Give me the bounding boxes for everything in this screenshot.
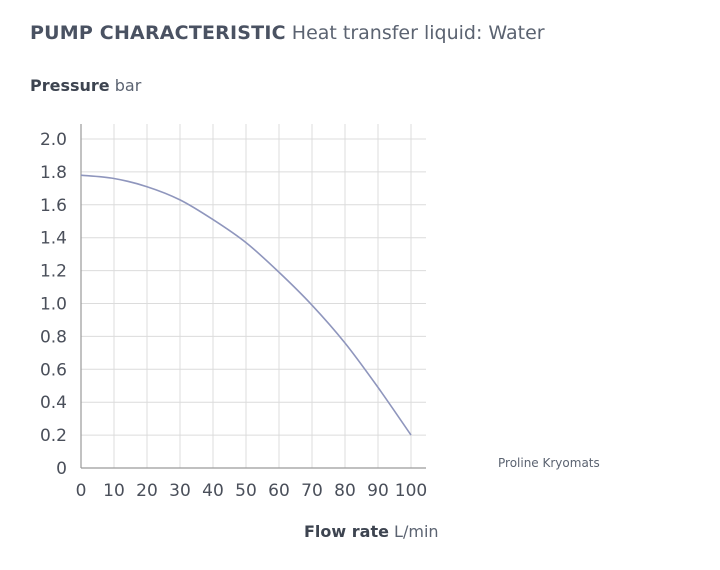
x-tick-label: 30 xyxy=(169,481,191,501)
y-tick-label: 1.8 xyxy=(40,163,67,183)
chart-title: PUMP CHARACTERISTIC xyxy=(30,22,286,44)
x-tick-label: 40 xyxy=(202,481,224,501)
y-axis-label-unit: bar xyxy=(114,76,142,95)
y-tick-label: 2.0 xyxy=(40,130,67,150)
series-layer xyxy=(80,174,412,436)
grid-layer xyxy=(81,124,426,468)
chart-subtitle: Heat transfer liquid: Water xyxy=(291,22,545,44)
x-tick-label: 70 xyxy=(301,481,323,501)
x-tick-label: 90 xyxy=(367,481,389,501)
x-tick-label: 0 xyxy=(76,481,87,501)
y-tick-label: 0 xyxy=(56,459,67,479)
product-label: Proline Kryomats xyxy=(498,456,600,470)
pump-curve-line xyxy=(80,174,412,436)
y-tick-label: 0.8 xyxy=(40,327,67,347)
y-tick-label: 0.6 xyxy=(40,360,67,380)
y-tick-label: 1.2 xyxy=(40,262,67,282)
x-tick-label: 80 xyxy=(334,481,356,501)
x-tick-label: 60 xyxy=(268,481,290,501)
chart-title-row: PUMP CHARACTERISTIC Heat transfer liquid… xyxy=(30,22,545,44)
x-tick-label: 10 xyxy=(103,481,125,501)
x-tick-label: 100 xyxy=(395,481,427,501)
x-axis-label-unit: L/min xyxy=(394,522,439,541)
x-tick-label: 20 xyxy=(136,481,158,501)
axis-layer xyxy=(80,124,426,469)
y-tick-label: 1.6 xyxy=(40,196,67,216)
x-tick-label: 50 xyxy=(235,481,257,501)
y-tick-label: 0.4 xyxy=(40,393,67,413)
y-tick-label: 1.4 xyxy=(40,229,67,249)
y-tick-label: 0.2 xyxy=(40,426,67,446)
x-axis-label: Flow rate L/min xyxy=(304,522,439,541)
x-axis-label-name: Flow rate xyxy=(304,522,389,541)
y-axis-label-name: Pressure xyxy=(30,76,110,95)
y-tick-label: 1.0 xyxy=(40,295,67,315)
tick-label-layer: 0 0.2 0.4 0.6 0.8 1.0 1.2 1.4 1.6 1.8 2.0 0 10 20 30 40… xyxy=(40,130,427,501)
y-axis-label: Pressure bar xyxy=(30,76,141,95)
